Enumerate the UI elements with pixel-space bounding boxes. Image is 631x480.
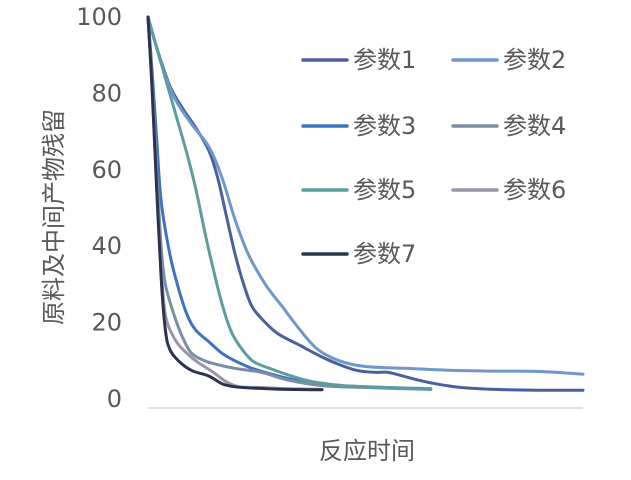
y-tick-label: 20 [91,309,122,337]
y-tick-label: 100 [76,3,122,31]
y-axis-title: 原料及中间产物残留 [40,109,68,325]
series-line-7 [146,15,324,392]
x-axis-title: 反应时间 [319,437,415,465]
y-tick-labels: 0 20 40 60 80 100 [76,3,122,413]
y-tick-label: 80 [91,79,122,107]
legend-label-4: 参数4 [503,112,566,140]
y-tick-label: 0 [107,385,122,413]
y-tick-label: 40 [91,232,122,260]
legend-label-3: 参数3 [353,112,416,140]
legend-label-7: 参数7 [353,240,416,268]
series-line-6 [146,15,324,391]
legend-label-6: 参数6 [503,176,566,204]
series-lines [146,15,585,392]
legend-label-2: 参数2 [503,46,566,74]
series-line-2 [146,15,585,376]
y-tick-label: 60 [91,156,122,184]
legend: 参数1 参数2 参数3 参数4 参数5 参数6 参数7 [301,46,566,268]
series-line-5 [146,15,433,391]
legend-label-5: 参数5 [353,176,416,204]
legend-label-1: 参数1 [353,46,416,74]
